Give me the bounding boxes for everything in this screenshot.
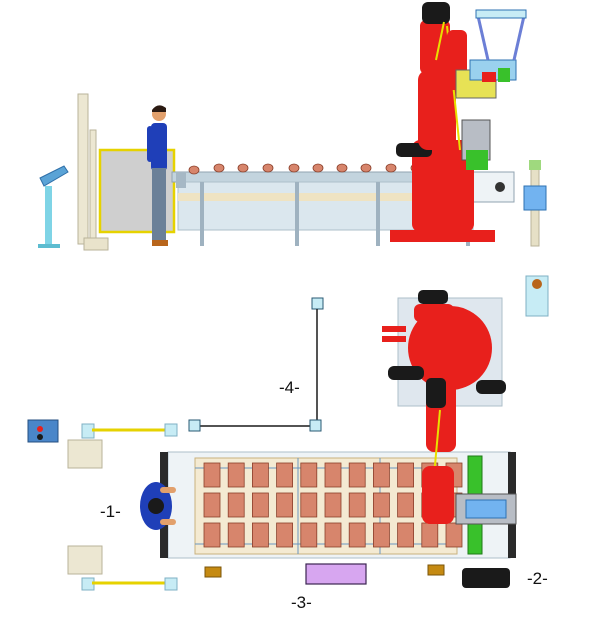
guard-posts-plan xyxy=(67,423,178,591)
workpiece-cushion xyxy=(251,462,269,488)
operator-figure-plan xyxy=(140,482,176,530)
workpiece-cushion xyxy=(397,492,415,518)
workpiece-cushion xyxy=(324,462,342,488)
operator-figure-side xyxy=(147,105,168,246)
workpiece-cushion xyxy=(203,522,221,548)
conveyor-plan xyxy=(160,451,516,559)
callout-3: -3- xyxy=(291,593,312,612)
workpiece-cushion xyxy=(251,492,269,518)
workpiece-cushion xyxy=(324,522,342,548)
callout-4: -4- xyxy=(279,378,300,397)
workpiece-cushion xyxy=(324,492,342,518)
control-stand xyxy=(38,165,69,248)
workpiece-cushion xyxy=(227,492,245,518)
callout-2: -2- xyxy=(527,569,548,588)
side-elevation-view xyxy=(38,2,547,251)
robot-plan xyxy=(382,275,549,525)
guard-pillar xyxy=(77,93,109,251)
workpiece-cushion xyxy=(348,492,366,518)
workpiece-cushion xyxy=(421,522,439,548)
workpiece-cushion xyxy=(300,522,318,548)
workpiece-cushion xyxy=(397,522,415,548)
workpiece-cushion xyxy=(276,492,294,518)
workpiece-cushion xyxy=(203,492,221,518)
workpiece-cushion xyxy=(227,462,245,488)
workpiece-cushion xyxy=(203,462,221,488)
workpiece-cushion xyxy=(276,462,294,488)
workpiece-cushion xyxy=(251,522,269,548)
control-panel-icon xyxy=(27,419,59,443)
workpiece-cushion xyxy=(348,522,366,548)
workpiece-cushion xyxy=(300,492,318,518)
plan-view xyxy=(27,275,549,591)
workpiece-cushion xyxy=(372,522,390,548)
reference-line-4 xyxy=(188,297,324,432)
workpiece-cushion xyxy=(445,522,463,548)
robot-side xyxy=(390,2,527,242)
workpiece-cushion xyxy=(372,492,390,518)
sensor-post xyxy=(523,160,547,247)
workpiece-cushion xyxy=(227,522,245,548)
component-boxes xyxy=(204,563,510,588)
workpiece-cushion xyxy=(276,522,294,548)
callout-1: -1- xyxy=(100,502,121,521)
workpiece-cushion xyxy=(300,462,318,488)
workpiece-cushion xyxy=(348,462,366,488)
workpiece-cushion xyxy=(372,462,390,488)
workpiece-cushion xyxy=(397,462,415,488)
